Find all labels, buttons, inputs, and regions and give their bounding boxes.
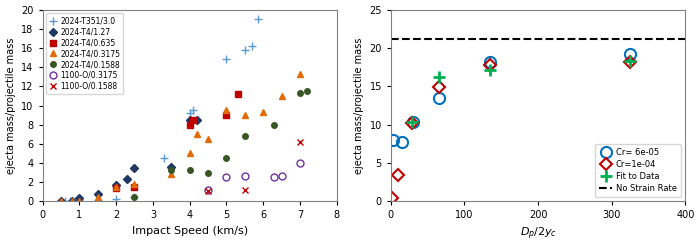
2024-T4/0.635 [189,118,197,121]
Cr= 6e-05 [398,140,406,143]
2024-T4/0.3175 [241,114,249,117]
1100-O/0.1588 [296,140,304,143]
2024-T351/3.0 [248,45,256,48]
2024-T4/0.3175 [68,199,76,202]
2024-T4/0.3175 [75,199,83,202]
1100-O/0.1588 [204,189,212,192]
2024-T4/1.27 [68,199,76,202]
2024-T351/3.0 [160,157,168,160]
2024-T4/0.1588 [223,157,231,160]
2024-T351/3.0 [66,199,74,202]
2024-T4/1.27 [57,199,65,202]
X-axis label: $D_p/2y_c$: $D_p/2y_c$ [519,226,556,243]
2024-T351/3.0 [186,112,194,115]
Line: 2024-T4/1.27: 2024-T4/1.27 [58,117,199,204]
Legend: Cr= 6e-05, Cr=1e-04, Fit to Data, No Strain Rate: Cr= 6e-05, Cr=1e-04, Fit to Data, No Str… [595,144,681,197]
2024-T4/0.1588 [241,135,249,138]
Cr=1e-04 [435,86,443,89]
2024-T4/0.3175 [130,183,139,186]
No Strain Rate [387,38,395,41]
Cr= 6e-05 [409,120,417,123]
Y-axis label: ejecta mass/projectile mass: ejecta mass/projectile mass [354,37,364,174]
Cr=1e-04 [394,173,402,176]
2024-T351/3.0 [60,199,69,202]
2024-T4/0.635 [233,93,242,95]
Line: 2024-T4/0.1588: 2024-T4/0.1588 [132,88,310,199]
2024-T4/0.1588 [270,123,279,126]
Line: Cr=1e-04: Cr=1e-04 [389,58,634,202]
1100-O/0.3175 [241,174,249,177]
Cr= 6e-05 [389,139,398,142]
2024-T4/1.27 [186,118,194,121]
2024-T351/3.0 [112,197,120,200]
Line: Cr= 6e-05: Cr= 6e-05 [388,49,636,147]
2024-T4/0.1588 [167,168,176,171]
Line: Fit to Data: Fit to Data [405,55,636,129]
2024-T4/1.27 [75,196,83,199]
Cr=1e-04 [486,63,494,66]
2024-T4/1.27 [167,165,176,168]
Cr= 6e-05 [486,60,494,63]
2024-T4/0.1588 [303,90,312,93]
2024-T351/3.0 [223,58,231,61]
Cr= 6e-05 [626,53,634,56]
2024-T351/3.0 [130,195,139,198]
Line: 2024-T4/0.635: 2024-T4/0.635 [113,91,241,191]
2024-T4/0.3175 [186,152,194,155]
2024-T4/0.1588 [130,195,139,198]
1100-O/0.3175 [296,162,304,165]
Fit to Data [435,76,443,79]
2024-T4/0.3175 [296,72,304,75]
2024-T4/0.3175 [112,186,120,188]
Line: 1100-O/0.1588: 1100-O/0.1588 [204,138,304,194]
2024-T4/0.635 [130,186,139,188]
X-axis label: Impact Speed (km/s): Impact Speed (km/s) [132,226,248,236]
Fit to Data [626,60,634,62]
2024-T351/3.0 [189,109,197,112]
2024-T351/3.0 [241,48,249,51]
1100-O/0.1588 [241,188,249,191]
2024-T351/3.0 [253,18,262,21]
Cr=1e-04 [389,196,397,199]
2024-T351/3.0 [57,199,65,202]
2024-T4/0.635 [223,114,231,117]
2024-T4/0.3175 [204,138,212,141]
2024-T4/1.27 [112,184,120,187]
Cr=1e-04 [626,60,634,63]
Y-axis label: ejecta mass/projectile mass: ejecta mass/projectile mass [6,37,15,174]
2024-T4/0.3175 [193,133,201,136]
Line: 1100-O/0.3175: 1100-O/0.3175 [204,160,304,193]
2024-T4/0.1588 [296,92,304,94]
No Strain Rate [386,38,395,41]
Fit to Data [486,69,494,72]
1100-O/0.3175 [277,174,286,177]
Cr=1e-04 [407,122,416,125]
Line: 2024-T4/0.3175: 2024-T4/0.3175 [57,70,304,204]
Legend: 2024-T351/3.0, 2024-T4/1.27, 2024-T4/0.635, 2024-T4/0.3175, 2024-T4/0.1588, 1100: 2024-T351/3.0, 2024-T4/1.27, 2024-T4/0.6… [46,13,123,94]
1100-O/0.3175 [270,176,279,179]
2024-T4/0.3175 [57,199,65,202]
2024-T4/0.3175 [223,109,231,112]
2024-T4/0.3175 [259,111,267,114]
2024-T4/0.1588 [186,168,194,171]
2024-T4/1.27 [94,192,102,195]
Fit to Data [407,121,416,124]
2024-T4/0.3175 [94,195,102,198]
2024-T351/3.0 [75,199,83,202]
1100-O/0.3175 [223,176,231,179]
Cr= 6e-05 [435,96,443,99]
1100-O/0.3175 [204,188,212,191]
Line: 2024-T351/3.0: 2024-T351/3.0 [57,15,262,205]
2024-T4/0.635 [112,186,120,189]
2024-T4/0.3175 [167,172,176,175]
2024-T4/1.27 [193,118,201,121]
2024-T4/1.27 [123,178,132,181]
2024-T4/1.27 [130,166,139,169]
2024-T351/3.0 [94,198,102,201]
2024-T4/0.3175 [277,94,286,97]
2024-T4/0.1588 [204,171,212,174]
2024-T4/0.635 [186,123,194,126]
